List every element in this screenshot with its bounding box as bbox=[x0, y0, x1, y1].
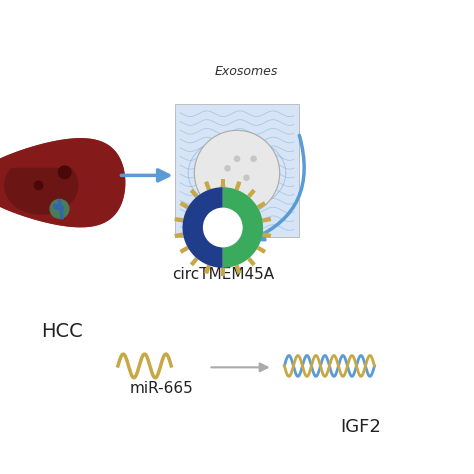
FancyBboxPatch shape bbox=[175, 104, 299, 237]
Polygon shape bbox=[220, 179, 225, 187]
Circle shape bbox=[194, 130, 280, 216]
Polygon shape bbox=[262, 217, 271, 223]
Polygon shape bbox=[204, 181, 211, 191]
Polygon shape bbox=[174, 217, 183, 223]
Polygon shape bbox=[256, 201, 266, 209]
Circle shape bbox=[250, 155, 257, 162]
Polygon shape bbox=[256, 246, 266, 254]
Circle shape bbox=[243, 174, 250, 181]
Polygon shape bbox=[5, 168, 78, 214]
Circle shape bbox=[224, 165, 231, 172]
Polygon shape bbox=[247, 257, 256, 266]
Text: Exosomes: Exosomes bbox=[215, 64, 278, 78]
Polygon shape bbox=[0, 139, 125, 227]
Polygon shape bbox=[180, 246, 189, 254]
Polygon shape bbox=[190, 189, 199, 198]
Polygon shape bbox=[0, 139, 125, 227]
Text: circTMEM45A: circTMEM45A bbox=[172, 267, 274, 283]
Text: HCC: HCC bbox=[41, 322, 82, 341]
Polygon shape bbox=[54, 204, 64, 210]
Circle shape bbox=[50, 200, 69, 218]
Circle shape bbox=[234, 155, 240, 162]
Circle shape bbox=[35, 181, 43, 190]
Polygon shape bbox=[220, 268, 225, 276]
Text: miR-665: miR-665 bbox=[129, 381, 193, 396]
Text: IGF2: IGF2 bbox=[340, 418, 381, 436]
Polygon shape bbox=[190, 257, 199, 266]
Wedge shape bbox=[223, 187, 263, 268]
Polygon shape bbox=[235, 181, 241, 191]
Polygon shape bbox=[204, 264, 211, 274]
Circle shape bbox=[58, 166, 71, 179]
Wedge shape bbox=[182, 187, 223, 268]
Polygon shape bbox=[262, 232, 271, 238]
Polygon shape bbox=[235, 264, 241, 274]
Polygon shape bbox=[174, 232, 183, 238]
Circle shape bbox=[203, 208, 243, 247]
Polygon shape bbox=[180, 201, 189, 209]
Circle shape bbox=[219, 184, 226, 191]
Polygon shape bbox=[247, 189, 256, 198]
